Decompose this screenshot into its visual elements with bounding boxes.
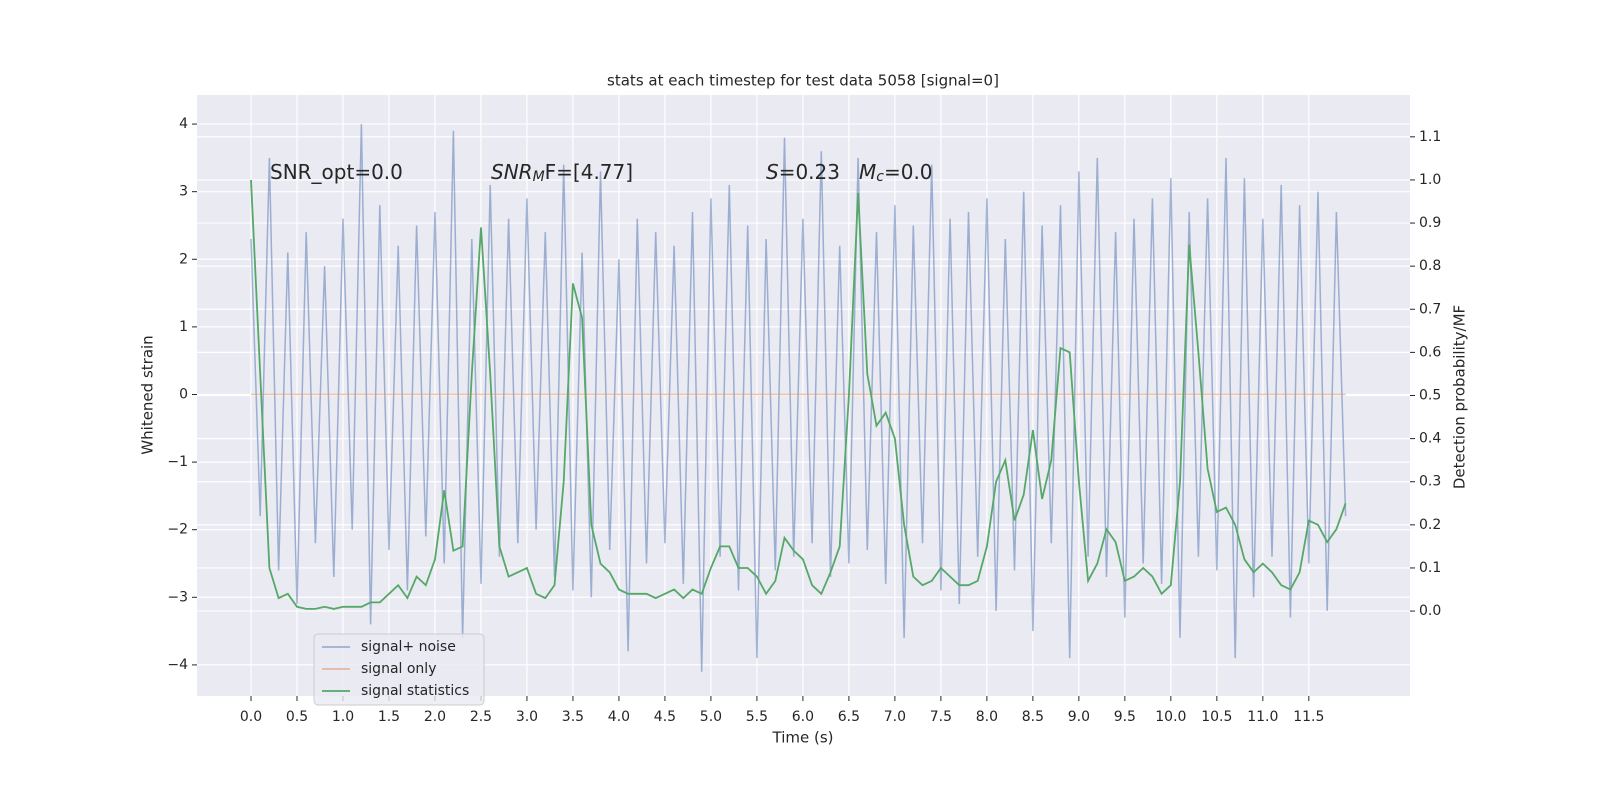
x-tick-label: 9.5 — [1114, 709, 1136, 725]
lines — [250, 124, 1347, 672]
annotation-part: F=[4.77] — [545, 160, 633, 184]
x-tick-label: 2.0 — [424, 709, 446, 725]
ticks: 0.0 0.5 1.0 1.5 2.0 2.5 3.0 3.5 4.0 4.5 5.0 5.5 6.0 6… — [167, 116, 1441, 725]
x-tick-label: 3.5 — [562, 709, 584, 725]
chart-title: stats at each timestep for test data 505… — [607, 72, 999, 90]
x-tick-label: 4.0 — [608, 709, 630, 725]
legend-label: signal+ noise — [361, 639, 456, 655]
annotation-part: c — [876, 169, 884, 185]
legend-box — [313, 633, 485, 706]
x-tick-label: 8.5 — [1022, 709, 1044, 725]
y-tick-label: −4 — [167, 657, 188, 673]
x-tick-label: 9.0 — [1068, 709, 1090, 725]
annotation: SNR_opt=0.0 — [270, 160, 403, 184]
legend-label: signal only — [361, 661, 436, 677]
y-tick-label: 2 — [179, 251, 188, 267]
y-tick-label: 0 — [179, 386, 188, 402]
annotation: SNRMF=[4.77] — [491, 160, 633, 186]
y2-tick-label: 0.6 — [1419, 344, 1441, 360]
x-tick-label: 3.0 — [516, 709, 538, 725]
y2-tick-label: 0.1 — [1419, 560, 1441, 576]
y2-tick-label: 0.9 — [1419, 215, 1441, 231]
x-tick-label: 1.5 — [378, 709, 400, 725]
y2-tick-label: 0.3 — [1419, 474, 1441, 490]
y-tick-label: 4 — [179, 116, 188, 132]
y2-tick-label: 0.2 — [1419, 517, 1441, 533]
annotation-part: S — [766, 160, 779, 184]
x-tick-label: 4.5 — [654, 709, 676, 725]
y-tick-label: 3 — [179, 184, 188, 200]
x-tick-label: 0.5 — [286, 709, 308, 725]
x-tick-label: 10.5 — [1201, 709, 1232, 725]
y2-tick-label: 1.1 — [1419, 129, 1441, 145]
annotation-part: SNR — [491, 160, 533, 184]
annotation-part: M — [859, 160, 876, 184]
x-tick-label: 1.0 — [332, 709, 354, 725]
annotation-part: =0.23 — [779, 160, 840, 184]
y2-tick-label: 0.4 — [1419, 431, 1441, 447]
x-axis-label: Time (s) — [772, 729, 834, 747]
x-tick-label: 5.5 — [746, 709, 768, 725]
x-tick-label: 2.5 — [470, 709, 492, 725]
x-tick-label: 8.0 — [976, 709, 998, 725]
x-tick-label: 5.0 — [700, 709, 722, 725]
legend-label: signal statistics — [361, 683, 469, 699]
y2-tick-label: 0.8 — [1419, 258, 1441, 274]
annotation: Mc=0.0 — [859, 160, 933, 186]
y2-tick-label: 0.7 — [1419, 301, 1441, 317]
y2-axis-label: Detection probability/MF — [1451, 305, 1469, 489]
y-tick-label: −1 — [167, 454, 188, 470]
series-line — [250, 179, 1347, 610]
x-tick-label: 11.5 — [1293, 709, 1324, 725]
y-tick-label: −3 — [167, 589, 188, 605]
x-tick-label: 11.0 — [1247, 709, 1278, 725]
series-line — [250, 124, 1347, 672]
y2-tick-label: 0.5 — [1419, 388, 1441, 404]
x-tick-label: 7.5 — [930, 709, 952, 725]
annotations: SNR_opt=0.0 SNRMF=[4.77] S=0.23 Mc=0.0 — [270, 160, 933, 186]
annotation-part: SNR_opt=0.0 — [270, 160, 403, 184]
x-tick-label: 0.0 — [240, 709, 262, 725]
x-tick-label: 6.0 — [792, 709, 814, 725]
legend: signal+ noise signal only signal statistic… — [313, 633, 485, 706]
y-axis-label: Whitened strain — [139, 335, 157, 454]
x-tick-label: 6.5 — [838, 709, 860, 725]
x-tick-label: 7.0 — [884, 709, 906, 725]
y2-tick-label: 0.0 — [1419, 603, 1441, 619]
y2-tick-label: 1.0 — [1419, 172, 1441, 188]
annotation-part: =0.0 — [884, 160, 933, 184]
y-tick-label: 1 — [179, 319, 188, 335]
annotation-part: M — [533, 169, 545, 185]
annotation: S=0.23 — [766, 160, 840, 184]
x-tick-label: 10.0 — [1155, 709, 1186, 725]
y-tick-label: −2 — [167, 522, 188, 538]
